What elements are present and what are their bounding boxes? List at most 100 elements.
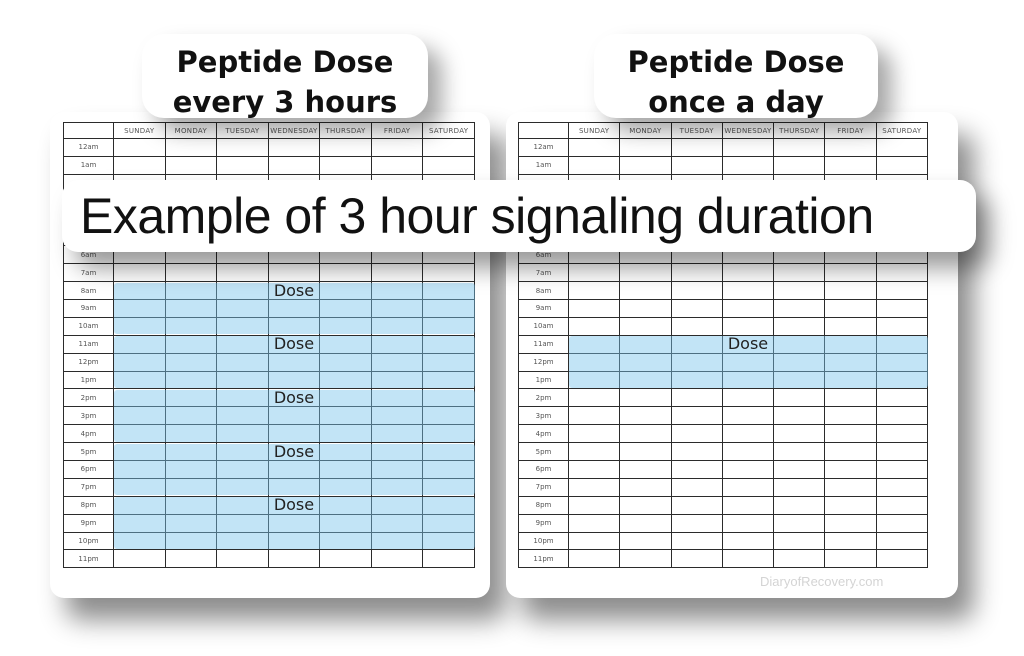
schedule-cell — [773, 460, 826, 479]
schedule-cell — [824, 442, 877, 462]
schedule-cell — [875, 281, 929, 301]
hour-label: 12pm — [63, 352, 114, 372]
table-row: 5pm — [518, 442, 929, 462]
schedule-cell — [824, 477, 877, 497]
schedule-cell — [721, 460, 775, 479]
schedule-cell — [773, 316, 826, 336]
schedule-cell — [370, 138, 424, 157]
day-header-tuesday: TUESDAY — [216, 122, 269, 139]
day-header-friday: FRIDAY — [370, 122, 424, 139]
schedule-cell — [721, 424, 775, 444]
table-row: 1am — [518, 155, 929, 175]
watermark: DiaryofRecovery.com — [760, 574, 884, 589]
hour-label: 9pm — [63, 513, 114, 533]
schedule-cell — [670, 495, 723, 515]
schedule-cell — [824, 495, 877, 515]
right-title-line2: once a day — [648, 85, 824, 119]
schedule-cell — [721, 138, 775, 157]
table-row: 10pm — [518, 531, 929, 551]
hour-label: 3pm — [63, 406, 114, 426]
dose-highlight-band — [568, 336, 928, 388]
dose-highlight-band — [113, 497, 475, 549]
hour-label: 8am — [518, 281, 569, 301]
schedule-cell — [721, 513, 775, 533]
schedule-cell — [619, 138, 672, 157]
day-header-wednesday: WEDNESDAY — [267, 122, 321, 139]
left-title-line1: Peptide Dose — [176, 45, 394, 79]
schedule-cell — [113, 138, 166, 157]
day-header-monday: MONDAY — [164, 122, 218, 139]
hour-label: 10pm — [518, 531, 569, 551]
table-row: 12am — [63, 138, 475, 157]
schedule-cell — [773, 155, 826, 175]
schedule-cell — [875, 477, 929, 497]
schedule-cell — [267, 138, 321, 157]
schedule-cell — [216, 138, 269, 157]
table-row: 3pm — [518, 406, 929, 426]
schedule-cell — [824, 531, 877, 551]
schedule-cell — [619, 531, 672, 551]
hour-label: 1am — [518, 155, 569, 175]
schedule-cell — [875, 155, 929, 175]
schedule-cell — [824, 406, 877, 426]
schedule-cell — [824, 138, 877, 157]
dose-label: Dose — [273, 334, 315, 354]
schedule-cell — [875, 549, 929, 569]
table-row: 10am — [518, 316, 929, 336]
hour-label: 7am — [63, 263, 114, 283]
schedule-cell — [319, 549, 372, 569]
schedule-cell — [824, 513, 877, 533]
table-row: 6pm — [63, 460, 475, 479]
banner-caption: Example of 3 hour signaling duration — [62, 180, 976, 252]
hour-label: 12am — [518, 138, 569, 157]
schedule-cell — [773, 263, 826, 283]
hour-label: 8pm — [518, 495, 569, 515]
schedule-cell — [670, 406, 723, 426]
schedule-cell — [721, 406, 775, 426]
schedule-cell — [721, 549, 775, 569]
schedule-cell — [824, 299, 877, 318]
hour-label: 1pm — [63, 370, 114, 390]
dose-label: Dose — [273, 280, 315, 300]
schedule-cell — [721, 495, 775, 515]
table-row: 7am — [63, 263, 475, 283]
schedule-cell — [773, 281, 826, 301]
schedule-cell — [773, 424, 826, 444]
dose-label: Dose — [273, 441, 315, 461]
day-header-thursday: THURSDAY — [319, 122, 372, 139]
hour-label: 7pm — [63, 477, 114, 497]
table-row: 1am — [63, 155, 475, 175]
schedule-cell — [319, 263, 372, 283]
schedule-cell — [875, 388, 929, 408]
schedule-cell — [824, 424, 877, 444]
schedule-cell — [567, 388, 621, 408]
table-row: 4pm — [63, 424, 475, 444]
schedule-cell — [824, 460, 877, 479]
table-row: 2pm — [518, 388, 929, 408]
schedule-cell — [164, 155, 218, 175]
schedule-cell — [721, 477, 775, 497]
schedule-cell — [670, 460, 723, 479]
table-row: 7am — [518, 263, 929, 283]
schedule-cell — [422, 549, 475, 569]
dose-label: Dose — [273, 387, 315, 407]
schedule-cell — [670, 138, 723, 157]
table-row: 7pm — [518, 477, 929, 497]
schedule-cell — [216, 549, 269, 569]
dose-label: Dose — [273, 495, 315, 515]
schedule-cell — [721, 155, 775, 175]
schedule-cell — [113, 549, 166, 569]
schedule-cell — [824, 281, 877, 301]
hour-label: 6pm — [518, 460, 569, 479]
dose-highlight-band — [113, 282, 475, 335]
dose-highlight-band — [113, 336, 475, 388]
schedule-cell — [875, 513, 929, 533]
schedule-cell — [216, 155, 269, 175]
schedule-cell — [619, 513, 672, 533]
hour-label: 6pm — [63, 460, 114, 479]
schedule-cell — [670, 155, 723, 175]
schedule-cell — [773, 299, 826, 318]
right-title-line1: Peptide Dose — [627, 45, 845, 79]
hour-label: 5pm — [518, 442, 569, 462]
left-title-line2: every 3 hours — [172, 85, 398, 119]
